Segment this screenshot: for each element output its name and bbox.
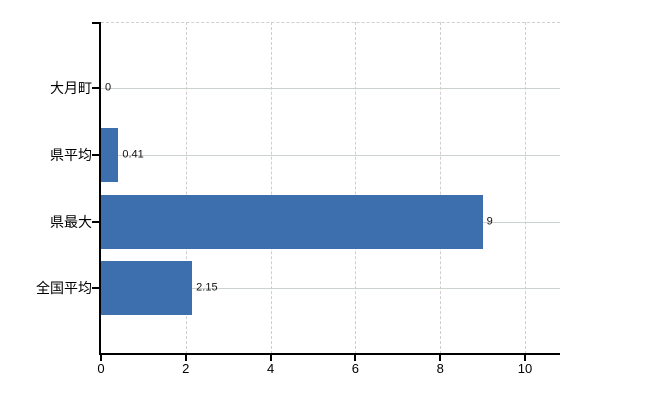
category-label: 県最大 bbox=[50, 214, 92, 230]
x-tick-label: 2 bbox=[182, 361, 190, 376]
bar bbox=[101, 261, 193, 315]
x-tick bbox=[354, 355, 357, 361]
x-tick-label: 0 bbox=[97, 361, 105, 376]
y-tick bbox=[92, 287, 99, 289]
bar-value-label: 0.41 bbox=[122, 148, 144, 161]
x-axis-line bbox=[99, 353, 560, 355]
x-tick bbox=[524, 355, 526, 361]
category-label: 県平均 bbox=[50, 147, 92, 163]
v-gridline bbox=[270, 22, 272, 354]
x-tick bbox=[269, 355, 272, 361]
h-gridline bbox=[101, 155, 560, 156]
y-axis-line bbox=[99, 22, 101, 355]
v-gridline bbox=[185, 22, 187, 354]
x-tick-label: 6 bbox=[351, 361, 360, 376]
bar-value-label: 2.15 bbox=[196, 281, 218, 294]
y-tick bbox=[92, 221, 99, 223]
x-tick bbox=[439, 355, 442, 361]
x-tick-label: 4 bbox=[266, 361, 275, 376]
bar-value-label: 9 bbox=[486, 215, 493, 228]
x-tick bbox=[184, 355, 187, 361]
category-label: 大月町 bbox=[50, 80, 92, 96]
x-tick-label: 10 bbox=[517, 361, 533, 376]
bar bbox=[101, 195, 483, 249]
v-gridline bbox=[355, 22, 357, 354]
v-gridline bbox=[525, 22, 526, 354]
y-axis-top-tick bbox=[92, 22, 99, 24]
x-tick-label: 8 bbox=[436, 361, 444, 376]
y-tick bbox=[92, 87, 99, 89]
v-gridline bbox=[440, 22, 442, 354]
h-gridline bbox=[101, 288, 560, 289]
plot-top-border bbox=[101, 22, 560, 23]
y-tick bbox=[92, 154, 99, 156]
x-tick bbox=[100, 355, 102, 361]
h-gridline bbox=[101, 88, 560, 89]
bar bbox=[101, 128, 119, 182]
bar-value-label: 0 bbox=[105, 81, 112, 94]
category-label: 全国平均 bbox=[36, 280, 92, 296]
